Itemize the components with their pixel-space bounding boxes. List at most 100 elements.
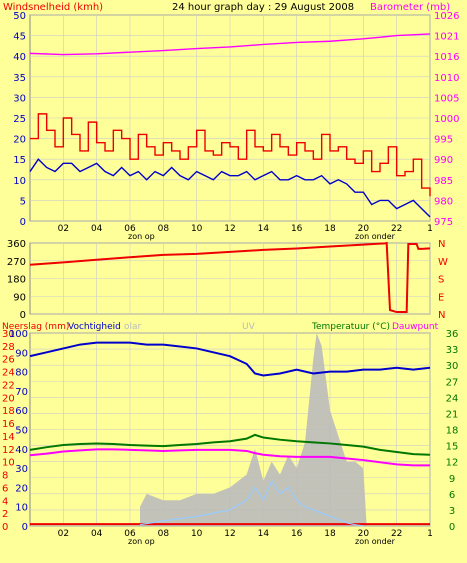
humidity-tick-label: 30: [15, 464, 28, 475]
direction-tick-label: 270: [7, 257, 26, 268]
time-tick-label: 18: [324, 224, 336, 234]
rain-tick-label: 4: [2, 496, 8, 507]
wind-tick-label: 10: [13, 176, 26, 187]
time-tick-label: 18: [324, 529, 336, 539]
humidity-tick-label: 90: [15, 348, 28, 359]
time-tick-label: 02: [58, 224, 69, 234]
humidity-line: [29, 341, 431, 377]
dewpoint-line: [29, 448, 430, 467]
wind-tick-label: 45: [13, 32, 26, 43]
time-tick-label: 02: [58, 529, 69, 539]
uv-line: [139, 479, 364, 527]
barometer-tick-label: 1021: [434, 32, 459, 43]
humidity-tick-label: 40: [15, 445, 28, 456]
temperature-tick-label: 18: [446, 426, 459, 437]
temperature-axis-title: Temperatuur (°C): [311, 322, 390, 332]
barometer-tick-label: 980: [434, 196, 453, 207]
direction-panel-series: [29, 241, 431, 314]
dewpoint-axis-title: Dauwpunt: [392, 322, 439, 332]
time-tick-label: 16: [291, 224, 303, 234]
barometer-line: [29, 33, 431, 56]
compass-tick-label: N: [438, 239, 445, 250]
rain-tick-label: 10: [2, 458, 15, 469]
rain-tick-label: 28: [2, 342, 15, 353]
wind-axis-title: Windsnelheid (kmh): [3, 2, 103, 13]
time-tick-label: 08: [158, 529, 170, 539]
barometer-tick-label: 1010: [434, 73, 459, 84]
time-tick-label: 04: [91, 529, 103, 539]
humidity-tick-label: 100: [9, 329, 28, 340]
time-tick-label: 1: [427, 224, 433, 234]
compass-tick-label: E: [438, 292, 444, 303]
direction-panel-grid: [30, 242, 431, 315]
humidity-tick-label: 80: [15, 368, 28, 379]
temperature-tick-label: 27: [446, 377, 459, 388]
rain-tick-label: 8: [2, 471, 8, 482]
sunrise-label-bottom: zon op: [128, 537, 155, 546]
solar-area: [140, 333, 367, 526]
direction-line: [29, 241, 431, 314]
time-tick-label: 10: [191, 224, 203, 234]
wind-tick-label: 25: [13, 114, 26, 125]
direction-tick-label: 360: [7, 239, 26, 250]
rain-tick-label: 26: [2, 355, 15, 366]
wind-tick-label: 5: [20, 196, 26, 207]
humidity-tick-label: 0: [22, 522, 28, 533]
wind-panel-grid: [30, 14, 431, 222]
temperature-tick-label: 6: [449, 490, 455, 501]
time-tick-label: 12: [224, 529, 235, 539]
direction-tick-label: 90: [13, 292, 26, 303]
solar-axis-title: olar: [124, 322, 142, 332]
barometer-tick-label: 995: [434, 135, 453, 146]
sunset-label: zon onder: [355, 232, 396, 241]
temperature-tick-label: 36: [446, 329, 459, 340]
direction-tick-label: 0: [20, 310, 26, 321]
uv-axis-title: UV: [242, 322, 256, 332]
rain-tick-label: 2: [2, 509, 8, 520]
rain-tick-label: 14: [2, 432, 15, 443]
humidity-axis-ticks: 0 10 20 30 40 50 60 70 80 90 100: [9, 329, 28, 533]
time-tick-label: 20: [358, 224, 370, 234]
wind-tick-label: 0: [20, 217, 26, 228]
humidity-tick-label: 10: [15, 503, 28, 514]
direction-tick-label: 180: [7, 275, 26, 286]
barometer-tick-label: 985: [434, 176, 453, 187]
graph-title: 24 hour graph day : 29 August 2008: [172, 2, 354, 13]
rain-tick-label: 6: [2, 483, 8, 494]
time-tick-label: 16: [291, 529, 303, 539]
barometer-tick-label: 990: [434, 155, 453, 166]
temperature-tick-label: 9: [449, 474, 455, 485]
temperature-tick-label: 0: [449, 522, 455, 533]
temperature-tick-label: 15: [446, 442, 459, 453]
time-tick-label: 10: [191, 529, 203, 539]
rain-tick-label: 0: [2, 522, 8, 533]
rain-tick-label: 16: [2, 419, 15, 430]
sunset-label-bottom: zon onder: [355, 537, 396, 546]
wind-tick-label: 20: [13, 135, 26, 146]
rain-tick-label: 12: [2, 445, 15, 456]
direction-degree-ticks: 0 90 180 270 360: [7, 239, 26, 321]
time-tick-label: 06: [124, 224, 136, 234]
climate-panel-series: [29, 333, 431, 527]
rain-tick-label: 22: [2, 380, 15, 391]
gust-line: [30, 113, 431, 197]
temperature-tick-label: 33: [446, 345, 459, 356]
temperature-line: [29, 433, 431, 456]
time-tick-label: 04: [91, 224, 103, 234]
humidity-tick-label: 70: [15, 387, 28, 398]
time-tick-label: 22: [391, 224, 402, 234]
temperature-tick-label: 3: [449, 506, 455, 517]
compass-tick-label: W: [438, 257, 448, 268]
barometer-axis-ticks: 975 980 985 990 995 1000 1005 1010 1016 1021 1026: [434, 11, 459, 228]
wind-tick-label: 40: [13, 52, 26, 63]
barometer-tick-label: 975: [434, 217, 453, 228]
barometer-axis-title: Barometer (mb): [370, 2, 450, 13]
wind-tick-label: 35: [13, 73, 26, 84]
time-tick-label: 08: [158, 224, 170, 234]
time-tick-label: 14: [258, 529, 270, 539]
wind-line: [29, 158, 431, 218]
